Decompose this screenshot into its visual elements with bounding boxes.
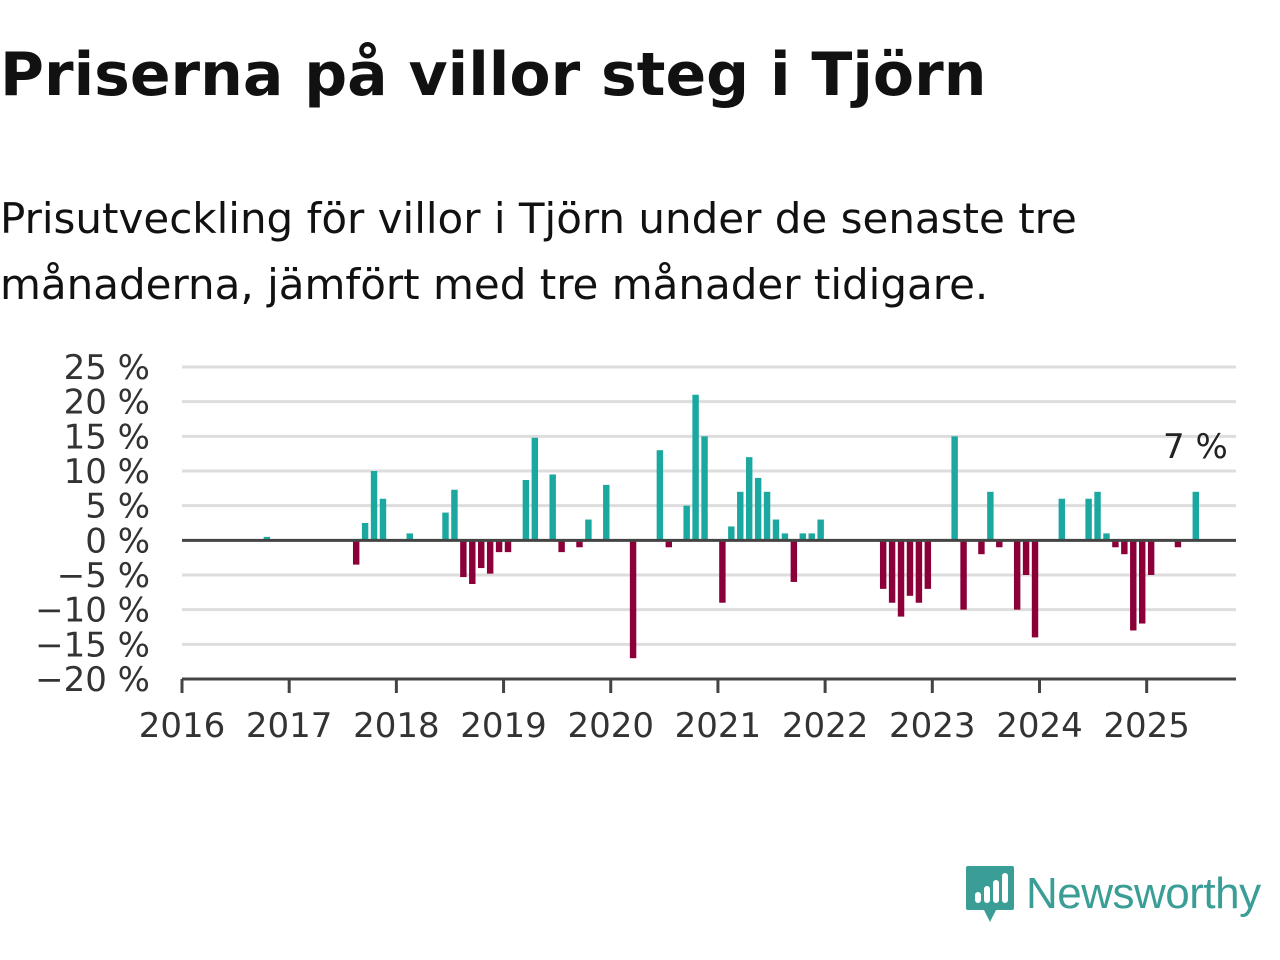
bar [781,533,789,541]
bar [603,484,610,541]
y-tick-label: 25 % [64,348,150,388]
bar [790,540,798,582]
bar [1174,540,1182,548]
x-tick-label: 2018 [353,706,440,746]
bar [987,491,994,541]
bar [469,540,476,585]
bar [406,533,413,541]
bar [1121,540,1128,555]
bar [1094,491,1101,541]
x-tick-label: 2021 [675,706,762,746]
bar [558,540,565,553]
x-tick-label: 2016 [139,706,226,746]
bar [1058,498,1066,541]
x-tick-label: 2017 [246,706,333,746]
y-tick-label: −15 % [35,625,150,665]
bar [478,540,485,569]
x-tick-label: 2019 [460,706,547,746]
grid-lines [182,365,1236,646]
chart-title: Priserna på villor steg i Tjörn [0,40,987,110]
bar [656,450,664,541]
bar [460,540,467,578]
bar [1013,540,1021,610]
bar [915,540,923,603]
y-tick-label: 20 % [64,383,150,423]
bar [754,477,762,541]
newsworthy-logo-icon [966,866,1014,922]
bar [808,533,815,541]
y-tick-label: 5 % [85,487,150,527]
bar [719,540,726,603]
bar [522,480,530,541]
bar [888,540,896,603]
bar [692,394,699,541]
y-tick-label: −20 % [35,660,150,700]
bars [263,394,1200,659]
bar [486,540,494,574]
y-tick-label: 10 % [64,452,150,492]
bar [531,437,539,541]
newsworthy-logo: Newsworthy [964,864,1261,924]
bar [745,457,753,541]
x-tick-label: 2020 [567,706,654,746]
bar [683,505,690,541]
bar [665,540,673,548]
x-tick-label: 2025 [1103,706,1190,746]
bar [370,471,378,541]
bar [549,474,556,541]
chart-subtitle: Prisutveckling för villor i Tjörn under … [0,194,1077,309]
bar [352,540,360,565]
y-tick-label: −10 % [35,591,150,631]
y-tick-label: 0 % [85,521,150,561]
labels: 25 %20 %15 %10 %5 %0 %−5 %−10 %−15 %−20 … [35,348,1228,746]
bar [379,498,387,541]
bar-chart: 25 %20 %15 %10 %5 %0 %−5 %−10 %−15 %−20 … [35,348,1236,746]
bar [1147,540,1155,575]
bar [629,540,637,659]
bar [879,540,887,589]
bar [960,540,967,610]
bar [1130,540,1137,631]
bar [701,436,708,541]
bar [1192,491,1200,541]
x-tick-label: 2024 [996,706,1083,746]
bar [924,540,932,589]
x-tick-label: 2023 [889,706,976,746]
y-tick-label: 15 % [64,417,150,457]
bar [817,519,824,541]
bar [442,512,449,541]
bar [1031,540,1039,638]
bar [1112,540,1119,548]
bar [763,491,771,541]
bar [1085,498,1092,541]
bar [1022,540,1030,575]
bar [772,519,780,541]
bar [576,540,583,548]
bar [951,436,958,541]
bar [1138,540,1146,624]
bar [495,540,503,553]
axes [180,538,1236,693]
bar [1103,533,1110,541]
bar [263,536,271,541]
bar [504,540,512,553]
x-tick-label: 2022 [782,706,869,746]
bar [897,540,905,617]
bar [728,526,735,541]
bar [737,491,744,541]
bar [978,540,985,555]
bar [451,489,458,541]
y-tick-label: −5 % [57,556,150,596]
bar [361,523,369,541]
bar [585,519,592,541]
brand-name: Newsworthy [1026,869,1261,918]
last-value-annotation: 7 % [1163,427,1228,467]
bar [906,540,914,596]
bar [799,533,807,541]
bar [996,540,1003,548]
